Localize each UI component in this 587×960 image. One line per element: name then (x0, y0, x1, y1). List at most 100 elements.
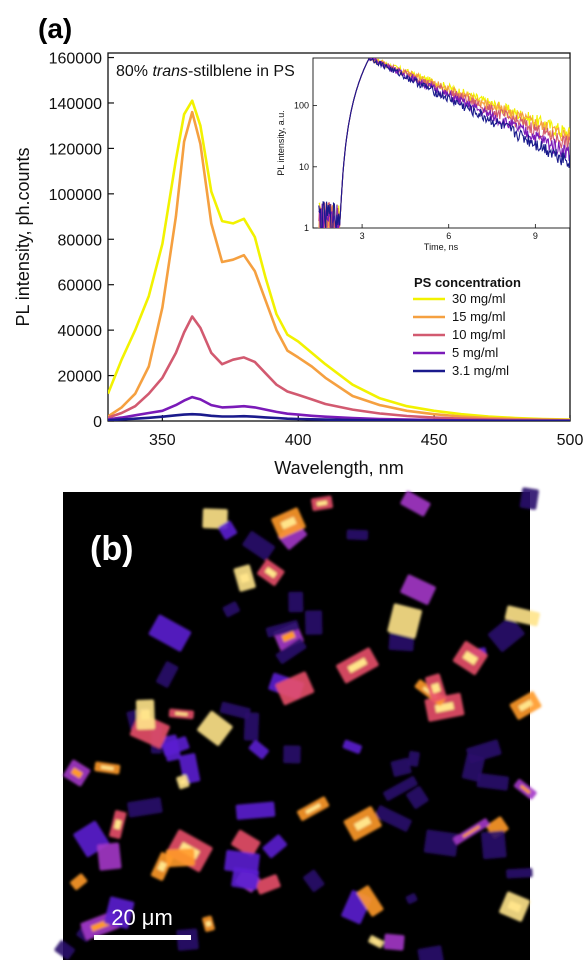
crystal (488, 616, 525, 652)
crystal (368, 935, 384, 949)
crystal-body (417, 945, 444, 960)
x-tick-label: 400 (285, 432, 312, 449)
crystal-body (400, 490, 431, 517)
crystal-core (264, 566, 278, 579)
crystal (222, 601, 240, 618)
crystal-body (405, 893, 418, 904)
crystal-core (205, 920, 212, 927)
crystal (161, 736, 190, 757)
crystal (202, 508, 228, 529)
crystal (109, 810, 127, 839)
crystal (255, 874, 281, 895)
crystal-body (305, 610, 323, 635)
y-tick-label: 100000 (49, 187, 102, 204)
crystal (243, 712, 260, 741)
crystal (271, 507, 306, 539)
crystal-core (281, 630, 296, 643)
inset-x-tick-label: 3 (360, 231, 365, 241)
crystal-core (140, 709, 151, 720)
inset-axes: 3 6 9 1 10 100 (294, 101, 538, 241)
x-axis: 350 400 450 500 (149, 415, 583, 449)
legend-label: 3.1 mg/ml (452, 363, 509, 378)
crystal-core (175, 711, 188, 716)
crystal-body (231, 829, 261, 857)
crystal-core (430, 682, 441, 694)
crystal-core (507, 900, 522, 913)
crystal-body (423, 829, 459, 857)
crystal (127, 797, 163, 818)
spectrum-series (108, 99, 570, 421)
inset-y-tick-label: 10 (299, 162, 309, 172)
legend-label: 15 mg/ml (452, 309, 506, 324)
crystal-body (235, 801, 276, 820)
pl-spectrum-chart: 0 20000 40000 60000 80000 100000 120000 140000 1… (13, 51, 583, 478)
series-line-1 (108, 110, 570, 421)
crystal-body (265, 620, 300, 638)
crystal (104, 896, 135, 929)
crystal (374, 805, 412, 832)
crystal (390, 757, 412, 777)
crystal-body (165, 848, 195, 868)
y-tick-label: 40000 (58, 323, 103, 340)
crystal-body (383, 933, 405, 951)
crystal-core (519, 784, 531, 795)
x-tick-label: 500 (557, 432, 584, 449)
crystal (346, 529, 369, 541)
crystal (248, 739, 269, 760)
crystal (452, 641, 488, 675)
y-tick-label: 0 (93, 414, 102, 431)
crystal-body (346, 529, 369, 541)
crystal (233, 564, 256, 592)
crystal (383, 776, 418, 801)
crystal-body (356, 885, 384, 917)
crystal-body (407, 750, 420, 767)
crystal-core (462, 650, 479, 666)
scale-bar (94, 935, 191, 940)
y-tick-label: 120000 (49, 141, 102, 158)
crystal (235, 801, 276, 820)
crystal-body (388, 632, 415, 652)
crystal (356, 885, 384, 917)
crystal (218, 520, 238, 540)
crystal-body (70, 873, 88, 890)
series-line-0 (108, 99, 570, 421)
crystal (423, 829, 459, 857)
sample-annotation: 80% trans-stilblene in PS (116, 63, 295, 80)
crystal (63, 759, 91, 787)
inset-x-tick-label: 6 (446, 231, 451, 241)
crystal (97, 842, 122, 871)
crystal-body (476, 773, 509, 791)
crystal-body (303, 869, 325, 892)
crystal (54, 940, 75, 960)
crystal (499, 891, 531, 922)
crystal (265, 620, 300, 638)
crystal-body (390, 757, 412, 777)
crystal-core (70, 767, 84, 779)
crystal-body (283, 745, 301, 764)
panel-b-label: (b) (90, 530, 133, 568)
y-tick-label: 140000 (49, 96, 102, 113)
crystal (165, 848, 195, 868)
crystal-body (255, 874, 281, 895)
crystal (466, 739, 502, 764)
crystal-body (242, 531, 275, 561)
crystal (476, 773, 509, 791)
crystal-field (54, 487, 542, 960)
crystal (156, 661, 179, 688)
y-axis-title: PL intensity, ph.counts (13, 147, 33, 326)
inset-x-axis-title: Time, ns (424, 242, 459, 252)
crystal (453, 818, 490, 845)
crystal (513, 779, 537, 800)
crystal-core (353, 816, 372, 831)
crystal-body (481, 830, 507, 860)
crystal-body (202, 508, 228, 529)
crystal (400, 574, 436, 605)
crystal (231, 829, 261, 857)
crystal (383, 933, 405, 951)
decay-inset-chart: 3 6 9 1 10 100 Time, ns PL intensity, a.u. (276, 57, 571, 252)
decay-line-4 (318, 58, 570, 228)
crystal-body (161, 736, 190, 757)
crystal (94, 761, 121, 775)
crystal-body (224, 850, 260, 875)
